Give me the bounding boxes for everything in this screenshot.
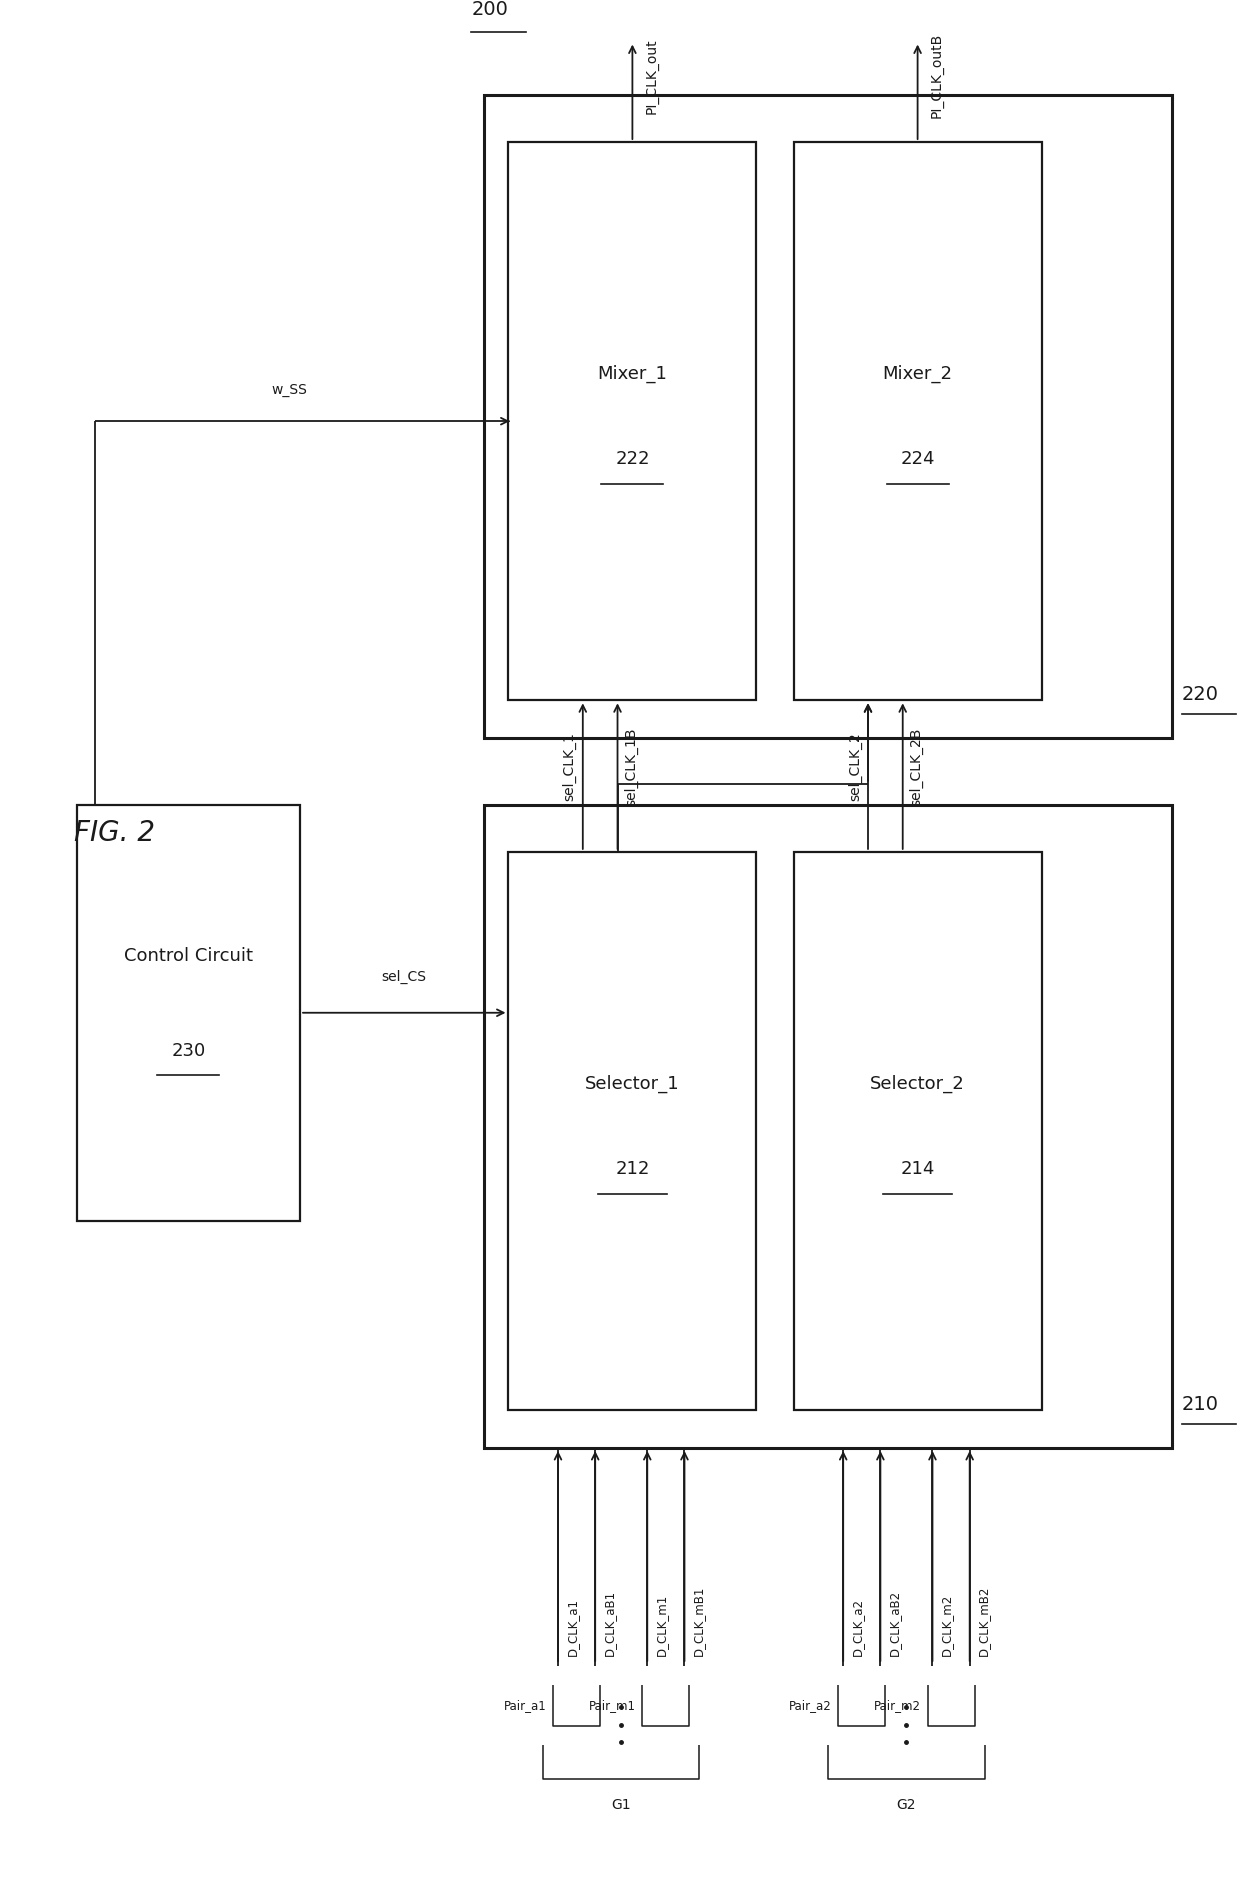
Text: D_CLK_mB2: D_CLK_mB2 bbox=[977, 1586, 990, 1656]
Text: D_CLK_aB2: D_CLK_aB2 bbox=[888, 1590, 900, 1656]
Text: 222: 222 bbox=[615, 451, 650, 468]
Text: FIG. 2: FIG. 2 bbox=[74, 820, 155, 846]
Text: Pair_a2: Pair_a2 bbox=[790, 1700, 832, 1711]
Bar bbox=[508, 852, 756, 1410]
Bar bbox=[484, 95, 1172, 738]
Bar bbox=[508, 142, 756, 700]
Text: D_CLK_mB1: D_CLK_mB1 bbox=[692, 1586, 704, 1656]
Text: 224: 224 bbox=[900, 451, 935, 468]
Bar bbox=[77, 805, 300, 1221]
Text: 230: 230 bbox=[171, 1041, 206, 1060]
Text: D_CLK_a1: D_CLK_a1 bbox=[565, 1598, 578, 1656]
Bar bbox=[794, 142, 1042, 700]
Text: Control Circuit: Control Circuit bbox=[124, 946, 253, 965]
Text: sel_CLK_2B: sel_CLK_2B bbox=[909, 727, 923, 806]
Text: Mixer_1: Mixer_1 bbox=[598, 365, 667, 382]
Text: Pair_a1: Pair_a1 bbox=[505, 1700, 547, 1711]
Text: 212: 212 bbox=[615, 1160, 650, 1177]
Text: sel_CLK_1: sel_CLK_1 bbox=[563, 733, 577, 801]
Text: G2: G2 bbox=[897, 1798, 916, 1812]
Bar bbox=[794, 852, 1042, 1410]
Text: D_CLK_aB1: D_CLK_aB1 bbox=[603, 1590, 615, 1656]
Text: 220: 220 bbox=[1182, 685, 1219, 704]
Text: D_CLK_a2: D_CLK_a2 bbox=[851, 1598, 863, 1656]
Text: Selector_1: Selector_1 bbox=[585, 1075, 680, 1092]
Text: sel_CLK_1B: sel_CLK_1B bbox=[624, 727, 637, 806]
Text: G1: G1 bbox=[611, 1798, 631, 1812]
Bar bbox=[484, 805, 1172, 1448]
Text: PI_CLK_out: PI_CLK_out bbox=[645, 38, 658, 114]
Text: 210: 210 bbox=[1182, 1395, 1219, 1414]
Text: 200: 200 bbox=[471, 0, 508, 19]
Text: D_CLK_m1: D_CLK_m1 bbox=[655, 1594, 667, 1656]
Text: sel_CLK_2: sel_CLK_2 bbox=[848, 733, 862, 801]
Text: sel_CS: sel_CS bbox=[382, 971, 427, 984]
Text: Pair_m1: Pair_m1 bbox=[589, 1700, 636, 1711]
Text: D_CLK_m2: D_CLK_m2 bbox=[940, 1594, 952, 1656]
Text: PI_CLK_outB: PI_CLK_outB bbox=[930, 32, 944, 119]
Text: Mixer_2: Mixer_2 bbox=[883, 365, 952, 382]
Text: 214: 214 bbox=[900, 1160, 935, 1177]
Text: w_SS: w_SS bbox=[272, 382, 308, 396]
Text: Selector_2: Selector_2 bbox=[870, 1075, 965, 1092]
Text: Pair_m2: Pair_m2 bbox=[874, 1700, 921, 1711]
